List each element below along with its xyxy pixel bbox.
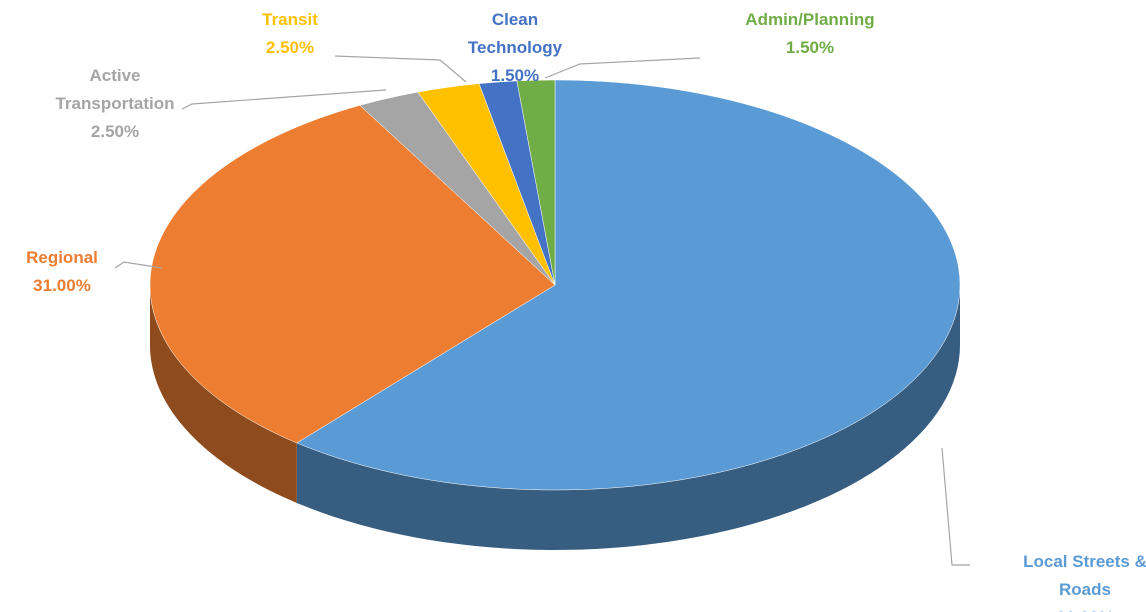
leader-line: [941, 447, 970, 566]
table-clip: 61.00%31.00%2.50%2.50%1.50%1.50%100.00%: [970, 0, 1146, 470]
category-label: Regional: [26, 248, 98, 267]
category-label: Active Transportation: [55, 66, 175, 113]
value-label: 2.50%: [90, 122, 140, 141]
leader-line: [544, 57, 701, 79]
slice: [296, 79, 961, 491]
category-label: Clean Technology: [467, 10, 563, 57]
value-label: 1.50%: [785, 38, 835, 57]
value-label: 1.50%: [490, 66, 540, 85]
data-label: Transit 2.50%: [240, 6, 340, 62]
slice-side: [150, 285, 297, 503]
data-label: Active Transportation 2.50%: [40, 62, 190, 146]
slice-side: [296, 285, 961, 550]
category-label: Local Streets & Roads: [1023, 552, 1146, 599]
category-label: Admin/Planning: [745, 10, 875, 29]
leader-line: [114, 261, 163, 269]
slice: [516, 79, 556, 286]
data-label: Clean Technology 1.50%: [445, 6, 585, 90]
category-label: Transit: [262, 10, 318, 29]
data-label: Local Streets & Roads 61.00%: [1010, 548, 1146, 612]
leader-line: [334, 55, 467, 83]
value-label: 61.00%: [1010, 604, 1146, 612]
value-label: 2.50%: [265, 38, 315, 57]
data-label: Admin/Planning 1.50%: [735, 6, 885, 62]
leader-line: [181, 89, 387, 110]
chart: [114, 55, 970, 566]
slice: [149, 105, 556, 444]
data-label: Regional 31.00%: [0, 244, 124, 300]
value-label: 31.00%: [33, 276, 91, 295]
